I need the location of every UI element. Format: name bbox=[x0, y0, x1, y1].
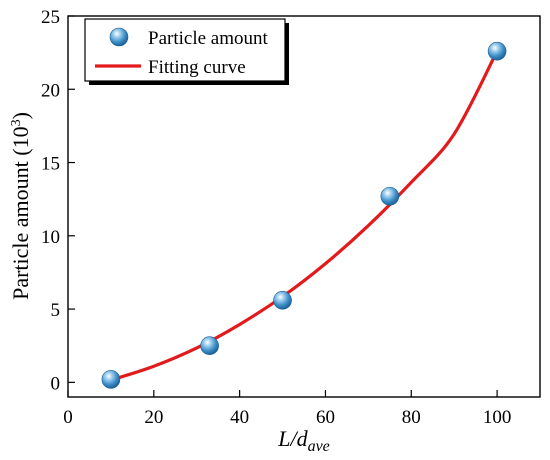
y-tick-label: 25 bbox=[41, 7, 60, 28]
y-axis-title-main: Particle amount (10 bbox=[8, 126, 33, 300]
y-axis-title: Particle amount (103) bbox=[8, 112, 33, 300]
y-axis-title-sup: 3 bbox=[9, 119, 24, 126]
x-tick-label: 0 bbox=[63, 407, 73, 428]
data-point bbox=[380, 186, 400, 206]
particle-amount-points bbox=[101, 41, 507, 389]
plot-frame bbox=[67, 15, 541, 398]
x-axis-title-main: L/d bbox=[277, 426, 308, 451]
fitting-curve-line bbox=[109, 49, 499, 382]
y-tick-label: 0 bbox=[51, 373, 61, 394]
x-tick-label: 60 bbox=[316, 407, 335, 428]
legend-label-curve: Fitting curve bbox=[148, 57, 246, 78]
y-tick-label: 5 bbox=[51, 300, 61, 321]
data-point bbox=[487, 41, 507, 61]
data-point bbox=[273, 290, 292, 310]
x-tick-label: 20 bbox=[144, 407, 163, 428]
legend: Particle amount Fitting curve bbox=[84, 18, 289, 85]
x-axis-ticks: 0 20 40 60 80 100 bbox=[63, 390, 511, 428]
x-tick-label: 80 bbox=[402, 407, 421, 428]
x-axis-title-sub: ave bbox=[308, 438, 330, 455]
data-point bbox=[101, 370, 121, 389]
y-tick-label: 15 bbox=[41, 154, 60, 175]
legend-marker-icon bbox=[109, 27, 129, 47]
y-tick-label: 10 bbox=[41, 227, 60, 248]
legend-label-points: Particle amount bbox=[148, 28, 268, 49]
x-tick-label: 40 bbox=[230, 407, 249, 428]
x-tick-label: 100 bbox=[483, 407, 512, 428]
x-axis-title: L/dave bbox=[277, 426, 330, 455]
data-point bbox=[200, 336, 219, 356]
y-axis-title-end: ) bbox=[8, 112, 33, 119]
y-tick-label: 20 bbox=[41, 80, 60, 101]
y-axis-ticks: 0 5 10 15 20 25 bbox=[41, 7, 75, 394]
